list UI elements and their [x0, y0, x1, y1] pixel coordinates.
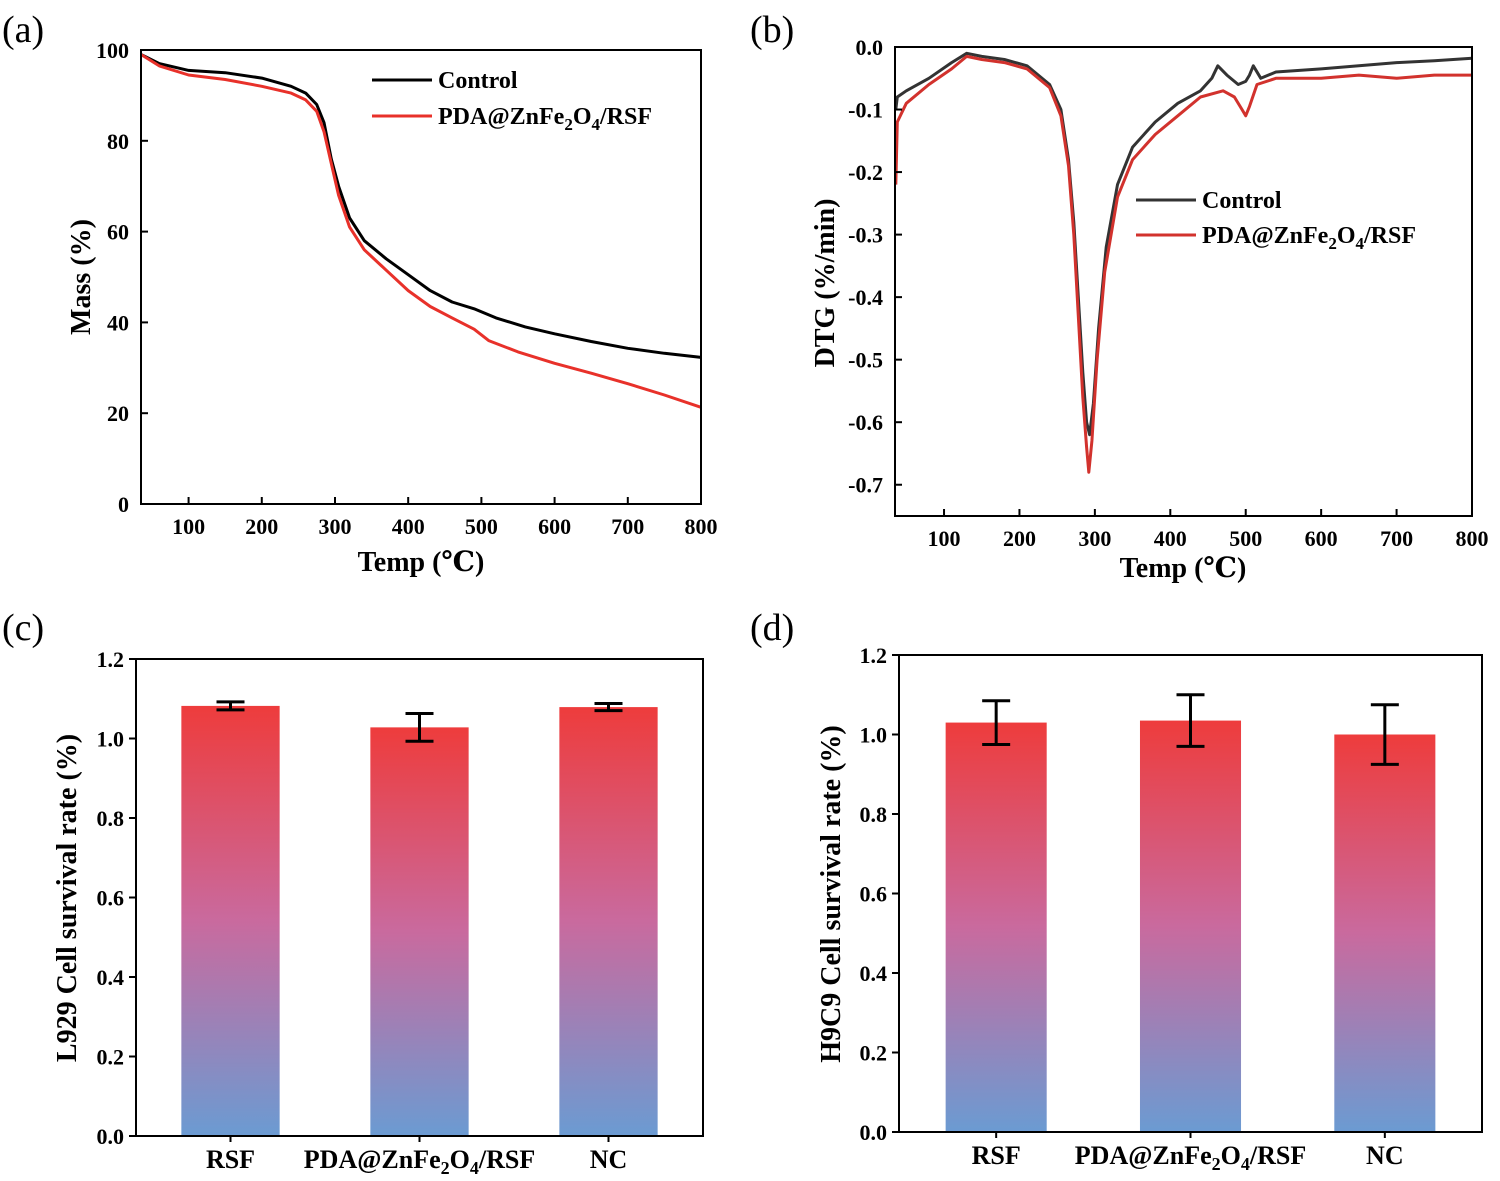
panel-b-dtg-chart: 100 200 300 400 500 600 700 800 0.0 -0.1 -0.2 -0.3 -… — [810, 35, 1489, 584]
plot-frame — [140, 49, 702, 505]
category-label: PDA@ZnFe2O4/RSF — [1075, 1141, 1306, 1174]
y-tick-label: 1.2 — [97, 647, 125, 672]
y-tick-label: -0.7 — [848, 473, 883, 498]
x-tick-label: 800 — [1456, 526, 1489, 551]
category-label: NC — [1366, 1141, 1404, 1170]
bar — [945, 722, 1047, 1132]
x-axis-title: Temp (℃) — [358, 547, 485, 578]
series-line-pda — [140, 53, 702, 409]
y-axis-title: L929 Cell survival rate (%) — [52, 734, 83, 1062]
y-tick-label: 80 — [107, 129, 129, 154]
y-tick-label: 0.4 — [860, 961, 888, 986]
panel-d-h9c9-chart: RSF PDA@ZnFe2O4/RSF NC 0.0 0.2 0.4 0.6 0.8 1.0 1.… — [816, 643, 1483, 1174]
series-line-pda — [894, 54, 1472, 474]
x-tick-label: 500 — [1229, 526, 1262, 551]
y-tick-label: 1.0 — [97, 727, 125, 752]
y-tick-label: 0.2 — [97, 1045, 125, 1070]
y-tick-label: 0.8 — [860, 802, 888, 827]
legend-label-control: Control — [1202, 188, 1282, 214]
series-line-control — [140, 53, 702, 359]
category-label: NC — [590, 1145, 628, 1174]
y-tick-label: 0 — [118, 492, 129, 517]
y-tick-label: -0.1 — [848, 98, 883, 123]
y-tick-label: -0.4 — [848, 285, 883, 310]
series-line-control — [894, 51, 1473, 437]
x-tick-label: 600 — [1305, 526, 1338, 551]
x-tick-label: 200 — [1003, 526, 1036, 551]
x-tick-label: 700 — [611, 514, 644, 539]
y-tick-label: 60 — [107, 220, 129, 245]
y-tick-label: -0.2 — [848, 160, 883, 185]
legend-label-pda: PDA@ZnFe2O4/RSF — [1202, 223, 1416, 253]
y-tick-label: 0.4 — [97, 965, 125, 990]
bar — [1334, 734, 1436, 1132]
x-tick-label: 400 — [1154, 526, 1187, 551]
panel-c-l929-chart: RSF PDA@ZnFe2O4/RSF NC 0.0 0.2 0.4 0.6 0.8 1.0 1.… — [52, 647, 704, 1178]
category-label: RSF — [206, 1145, 255, 1174]
bar — [181, 705, 280, 1136]
x-tick-label: 100 — [172, 514, 205, 539]
y-tick-label: 0.0 — [856, 35, 884, 60]
bar — [370, 727, 469, 1136]
y-tick-label: 0.2 — [860, 1041, 888, 1066]
y-tick-label: 1.2 — [860, 643, 888, 668]
x-tick-label: 500 — [465, 514, 498, 539]
y-tick-label: 0.0 — [97, 1124, 125, 1149]
y-tick-label: 1.0 — [860, 723, 888, 748]
bar — [1139, 720, 1242, 1132]
category-label: PDA@ZnFe2O4/RSF — [304, 1145, 535, 1178]
panel-label-b: (b) — [750, 9, 794, 51]
x-tick-label: 800 — [685, 514, 718, 539]
legend-label-control: Control — [438, 68, 518, 94]
panel-label-d: (d) — [750, 607, 794, 649]
panel-a-mass-chart: 100 200 300 400 500 600 700 800 0 20 40 60 80 100 Tem… — [66, 38, 718, 578]
x-tick-label: 300 — [318, 514, 351, 539]
x-tick-label: 200 — [245, 514, 278, 539]
legend: Control PDA@ZnFe2O4/RSF — [1136, 188, 1416, 253]
y-tick-label: -0.3 — [848, 223, 883, 248]
y-tick-label: 20 — [107, 401, 129, 426]
plot-frame — [894, 46, 1473, 517]
x-tick-label: 700 — [1380, 526, 1413, 551]
bar — [559, 707, 658, 1136]
y-tick-label: 0.8 — [97, 806, 125, 831]
y-axis-title: Mass (%) — [66, 219, 97, 335]
x-tick-label: 400 — [392, 514, 425, 539]
panel-label-a: (a) — [2, 9, 44, 51]
x-axis-title: Temp (℃) — [1120, 553, 1247, 584]
x-tick-label: 100 — [928, 526, 961, 551]
category-label: RSF — [972, 1141, 1021, 1170]
y-tick-label: 0.6 — [97, 886, 125, 911]
y-tick-label: 40 — [107, 310, 129, 335]
y-tick-label: -0.6 — [848, 410, 883, 435]
y-tick-label: 100 — [96, 38, 129, 63]
panel-label-c: (c) — [2, 607, 44, 649]
legend-label-pda: PDA@ZnFe2O4/RSF — [438, 104, 652, 134]
y-tick-label: -0.5 — [848, 348, 883, 373]
y-tick-label: 0.0 — [860, 1120, 888, 1145]
legend: Control PDA@ZnFe2O4/RSF — [372, 68, 652, 134]
x-tick-label: 300 — [1078, 526, 1111, 551]
y-axis-title: DTG (%/min) — [810, 199, 841, 368]
y-tick-label: 0.6 — [860, 882, 888, 907]
x-tick-label: 600 — [538, 514, 571, 539]
y-axis-title: H9C9 Cell survival rate (%) — [816, 725, 847, 1063]
